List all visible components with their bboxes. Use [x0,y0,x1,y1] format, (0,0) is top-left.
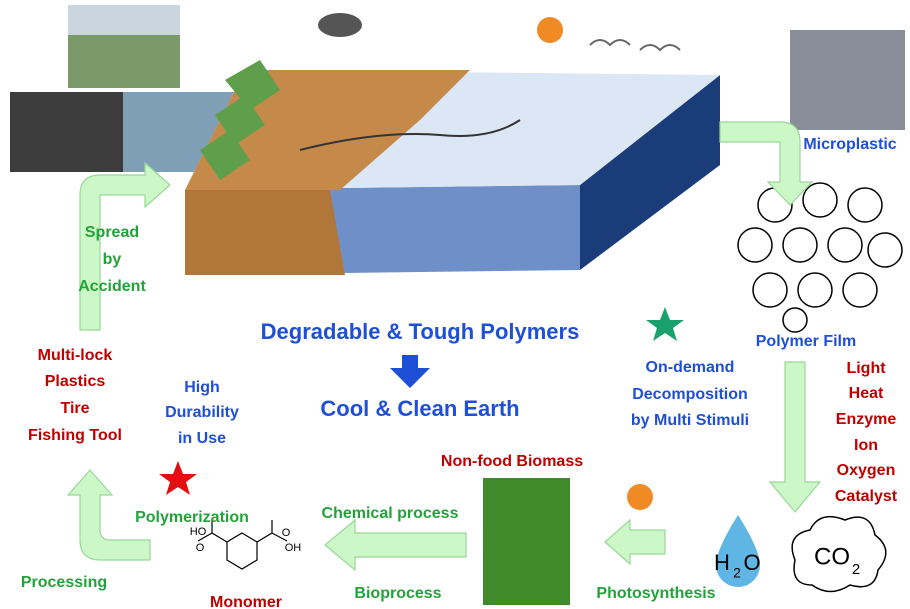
field-sky [68,5,180,35]
land-front [185,190,345,275]
molecule-label: HO [190,526,207,538]
label: Catalyst [835,488,898,505]
label: Bioprocess [354,585,441,602]
label: Heat [849,385,884,402]
formula: 2 [852,561,860,578]
label: Decomposition [632,386,748,403]
diagram: HO O O OH Degradable & Tough Polymers Co… [0,0,910,609]
label: Photosynthesis [596,585,715,602]
leaf-photo [483,478,570,605]
label: Spread [85,224,139,241]
tire-photo [10,92,123,172]
label: Tire [60,400,89,417]
star [159,461,197,495]
sun [537,17,563,43]
sun [627,484,653,510]
formula: O [743,550,760,575]
label: Accident [78,278,146,295]
monomer-molecule [198,520,287,569]
star [646,307,684,341]
down-arrow [390,355,430,388]
formula: CO [814,543,850,570]
rain-cloud [318,13,362,37]
title: Degradable & Tough Polymers [261,319,580,344]
label: High [184,379,220,396]
formula: H [714,550,730,575]
label: Durability [165,404,239,421]
label: Light [846,360,886,377]
label: Multi-lock [38,347,113,364]
label: On-demand [646,359,735,376]
label: Processing [21,574,107,591]
label: in Use [178,430,226,447]
label: Polymer Film [756,333,856,350]
label: Chemical process [322,505,459,522]
label: Oxygen [837,462,896,479]
label: by Multi Stimuli [631,412,749,429]
birds [590,40,680,50]
arrow [770,362,820,512]
label: by [103,251,122,268]
label: Polymerization [135,509,249,526]
formula: 2 [733,565,741,581]
polymer-film [738,183,902,332]
arrow [80,163,170,330]
arrow [605,520,665,564]
label: Monomer [210,594,282,609]
molecule-label: O [196,542,205,554]
label: Plastics [45,373,106,390]
molecule-label: O [282,527,291,539]
subtitle: Cool & Clean Earth [320,396,519,421]
label: Enzyme [836,411,897,428]
microplastic-photo [790,30,905,130]
label: Non-food Biomass [441,453,583,470]
label: Ion [854,437,878,454]
arrow [325,520,466,570]
label: Microplastic [803,136,896,153]
label: Fishing Tool [28,427,122,444]
molecule-label: OH [285,542,302,554]
